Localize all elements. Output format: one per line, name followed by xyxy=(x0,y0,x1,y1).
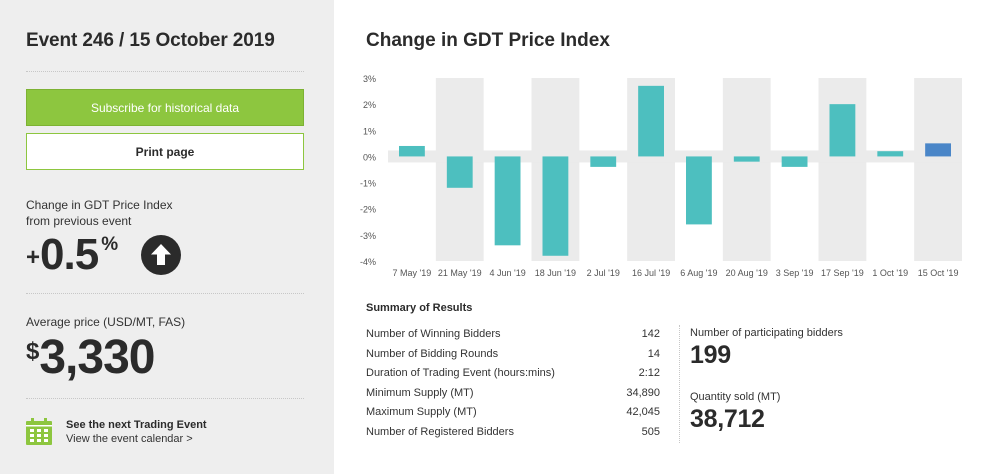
divider xyxy=(26,293,304,294)
page-title: Change in GDT Price Index xyxy=(366,30,610,51)
average-price-number: 3,330 xyxy=(39,331,155,384)
price-index-bar-chart: 3% 2% 1% 0% -1% -2% -3% -4% 7 May '19 21 May '19 4… xyxy=(360,74,962,278)
summary-label: Maximum Supply (MT) xyxy=(366,406,477,418)
summary-label: Number of Bidding Rounds xyxy=(366,348,499,360)
print-page-button[interactable]: Print page xyxy=(26,133,304,170)
y-tick-label: 2% xyxy=(363,100,376,110)
sidebar: Event 246 / 15 October 2019 Subscribe fo… xyxy=(0,0,334,474)
y-tick-label: 0% xyxy=(363,152,376,162)
column-band xyxy=(722,78,771,261)
summary-value: 42,045 xyxy=(626,406,660,418)
quantity-sold-label: Quantity sold (MT) xyxy=(690,391,781,403)
x-tick-label: 7 May '19 xyxy=(393,268,432,278)
average-price-value: $ 3,330 xyxy=(26,331,155,384)
change-label: Change in GDT Price Index from previous … xyxy=(26,197,173,229)
summary-label: Number of Winning Bidders xyxy=(366,328,501,340)
bar xyxy=(590,156,617,167)
x-tick-label: 18 Jun '19 xyxy=(535,268,576,278)
participating-bidders-value: 199 xyxy=(690,341,731,369)
summary-value: 14 xyxy=(647,348,660,360)
x-tick-label: 17 Sep '19 xyxy=(821,268,864,278)
column-band xyxy=(914,78,962,261)
divider xyxy=(679,325,680,443)
bar xyxy=(829,104,856,157)
summary-row: Minimum Supply (MT) 34,890 xyxy=(366,387,660,399)
summary-row: Duration of Trading Event (hours:mins) 2… xyxy=(366,367,660,379)
bar xyxy=(494,156,521,246)
average-price-label: Average price (USD/MT, FAS) xyxy=(26,315,186,329)
summary-row: Maximum Supply (MT) 42,045 xyxy=(366,406,660,418)
bar xyxy=(925,143,951,157)
event-calendar-link[interactable]: View the event calendar > xyxy=(66,433,193,445)
y-tick-label: 1% xyxy=(363,126,376,136)
summary-title: Summary of Results xyxy=(366,302,473,314)
change-number: 0.5 xyxy=(40,230,99,279)
divider xyxy=(26,71,304,72)
x-tick-label: 6 Aug '19 xyxy=(680,268,717,278)
divider xyxy=(26,398,304,399)
change-value: + 0.5 % xyxy=(26,230,118,280)
summary-value: 34,890 xyxy=(626,387,660,399)
quantity-sold-value: 38,712 xyxy=(690,405,765,433)
x-tick-label: 1 Oct '19 xyxy=(872,268,908,278)
y-tick-label: -2% xyxy=(360,205,376,215)
subscribe-button[interactable]: Subscribe for historical data xyxy=(26,89,304,126)
bar xyxy=(399,145,425,157)
bar xyxy=(542,156,569,256)
summary-label: Minimum Supply (MT) xyxy=(366,387,474,399)
y-tick-label: -1% xyxy=(360,179,376,189)
y-tick-label: -4% xyxy=(360,257,376,267)
x-tick-label: 4 Jun '19 xyxy=(489,268,525,278)
change-unit: % xyxy=(101,234,119,255)
change-label-line1: Change in GDT Price Index xyxy=(26,198,173,212)
x-tick-label: 15 Oct '19 xyxy=(918,268,959,278)
summary-value: 505 xyxy=(641,426,660,438)
summary-row: Number of Bidding Rounds 14 xyxy=(366,348,660,360)
bar xyxy=(781,156,808,167)
y-tick-label: -3% xyxy=(360,231,376,241)
change-sign: + xyxy=(26,244,41,271)
change-label-line2: from previous event xyxy=(26,214,132,228)
bar xyxy=(877,151,904,157)
summary-label: Duration of Trading Event (hours:mins) xyxy=(366,367,555,379)
next-event-title: See the next Trading Event xyxy=(66,419,207,431)
bar xyxy=(446,156,473,188)
calendar-icon[interactable] xyxy=(26,418,52,445)
summary-label: Number of Registered Bidders xyxy=(366,426,514,438)
summary-value: 2:12 xyxy=(638,367,660,379)
bar xyxy=(733,156,760,162)
event-title: Event 246 / 15 October 2019 xyxy=(26,30,275,51)
x-tick-label: 20 Aug '19 xyxy=(726,268,768,278)
currency-symbol: $ xyxy=(26,338,40,365)
bar xyxy=(686,156,712,225)
summary-value: 142 xyxy=(641,328,660,340)
arrow-up-circle-icon xyxy=(141,235,181,275)
x-tick-label: 21 May '19 xyxy=(438,268,482,278)
participating-bidders-label: Number of participating bidders xyxy=(690,327,843,339)
x-tick-label: 16 Jul '19 xyxy=(632,268,670,278)
summary-row: Number of Winning Bidders 142 xyxy=(366,328,660,340)
zero-band xyxy=(388,150,962,163)
y-tick-label: 3% xyxy=(363,74,376,84)
x-tick-label: 3 Sep '19 xyxy=(776,268,814,278)
summary-row: Number of Registered Bidders 505 xyxy=(366,426,660,438)
bar xyxy=(638,85,664,157)
x-tick-label: 2 Jul '19 xyxy=(587,268,620,278)
